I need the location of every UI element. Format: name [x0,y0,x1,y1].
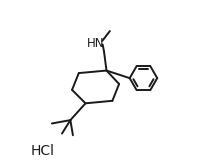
Text: HCl: HCl [31,144,55,158]
Text: HN: HN [87,37,105,50]
